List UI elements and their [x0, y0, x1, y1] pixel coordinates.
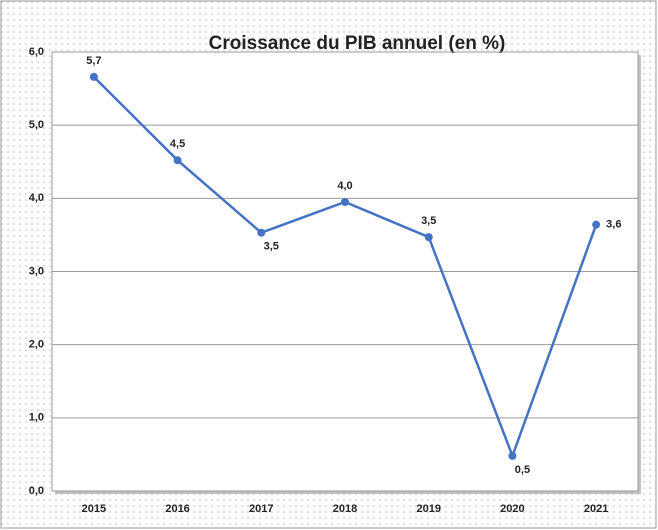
data-label: 3,5: [264, 241, 279, 253]
point: [424, 233, 433, 242]
data-label: 4,0: [337, 180, 352, 192]
x-tick-label: 2018: [333, 503, 357, 515]
point: [89, 72, 98, 81]
y-tick-label: 0,0: [29, 485, 44, 497]
point: [173, 156, 182, 165]
point: [592, 220, 601, 229]
y-tick-label: 6,0: [29, 46, 44, 58]
chart-title: Croissance du PIB annuel (en %): [209, 33, 506, 54]
data-label: 0,5: [515, 464, 530, 476]
x-tick-label: 2019: [416, 503, 440, 515]
x-tick-label: 2017: [249, 503, 273, 515]
point: [341, 197, 349, 206]
y-tick-label: 5,0: [29, 119, 44, 131]
x-tick-label: 2020: [500, 503, 524, 515]
y-tick-label: 2,0: [29, 339, 44, 351]
x-tick-label: 2015: [82, 503, 106, 515]
y-tick-label: 1,0: [29, 412, 44, 424]
data-label: 5,7: [86, 55, 101, 67]
point: [508, 451, 517, 460]
data-label: 3,5: [421, 215, 436, 227]
x-tick-label: 2021: [584, 503, 608, 515]
x-tick-label: 2016: [165, 503, 189, 515]
data-label: 4,5: [170, 138, 185, 150]
data-label: 3,6: [606, 219, 621, 231]
y-tick-label: 4,0: [29, 192, 44, 204]
y-tick-label: 3,0: [29, 265, 44, 277]
point: [257, 228, 266, 237]
